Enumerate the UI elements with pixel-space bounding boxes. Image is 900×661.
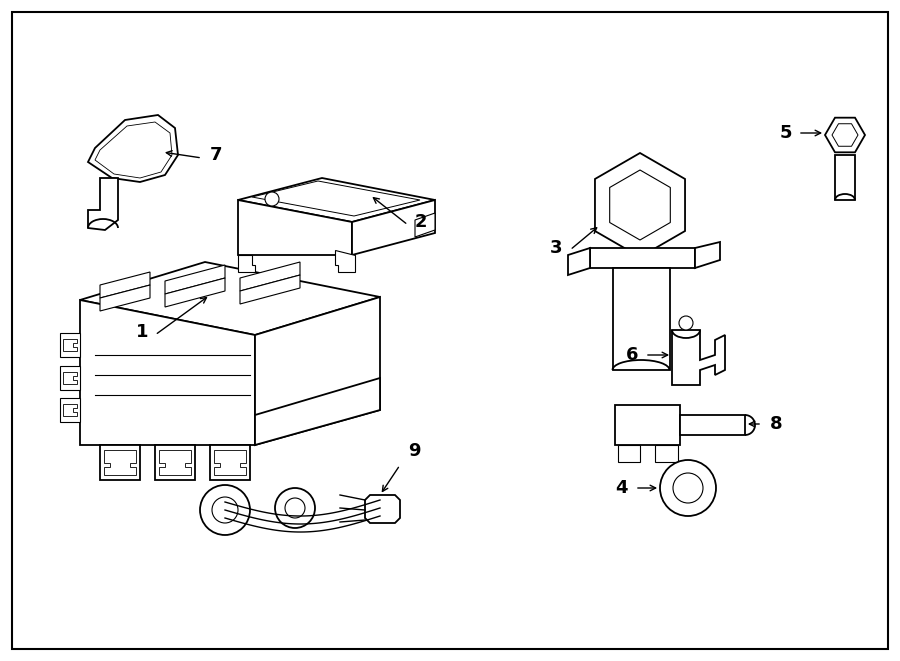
- Polygon shape: [88, 178, 118, 230]
- Polygon shape: [618, 445, 640, 462]
- Circle shape: [275, 488, 315, 528]
- Polygon shape: [609, 170, 670, 240]
- Circle shape: [212, 497, 238, 523]
- Polygon shape: [60, 333, 80, 357]
- Polygon shape: [63, 339, 77, 351]
- Polygon shape: [63, 372, 77, 384]
- Polygon shape: [100, 272, 150, 298]
- Polygon shape: [100, 445, 140, 480]
- Text: 3: 3: [550, 239, 562, 257]
- Polygon shape: [672, 330, 725, 385]
- Polygon shape: [415, 213, 435, 237]
- Text: 2: 2: [415, 213, 428, 231]
- Polygon shape: [240, 275, 300, 304]
- Polygon shape: [88, 115, 178, 182]
- Text: 1: 1: [136, 323, 148, 341]
- Polygon shape: [615, 405, 680, 445]
- Text: 4: 4: [616, 479, 628, 497]
- Text: 6: 6: [626, 346, 638, 364]
- Polygon shape: [695, 242, 720, 268]
- Polygon shape: [80, 300, 255, 445]
- Polygon shape: [60, 398, 80, 422]
- Circle shape: [285, 498, 305, 518]
- Polygon shape: [165, 265, 225, 294]
- Circle shape: [200, 485, 250, 535]
- Polygon shape: [352, 200, 435, 255]
- Polygon shape: [95, 122, 172, 178]
- Polygon shape: [590, 248, 695, 268]
- Polygon shape: [613, 268, 670, 370]
- Circle shape: [265, 192, 279, 206]
- Polygon shape: [60, 366, 80, 390]
- Circle shape: [660, 460, 716, 516]
- Polygon shape: [63, 404, 77, 416]
- Text: 9: 9: [408, 442, 420, 460]
- Circle shape: [679, 316, 693, 330]
- Polygon shape: [159, 450, 191, 475]
- Polygon shape: [165, 278, 225, 307]
- Polygon shape: [252, 181, 420, 216]
- Polygon shape: [238, 178, 435, 222]
- Polygon shape: [255, 297, 380, 445]
- Polygon shape: [238, 200, 352, 255]
- Polygon shape: [238, 255, 255, 272]
- Polygon shape: [255, 378, 380, 445]
- Text: 8: 8: [770, 415, 783, 433]
- Polygon shape: [568, 248, 590, 275]
- Circle shape: [673, 473, 703, 503]
- Polygon shape: [680, 415, 745, 435]
- Polygon shape: [832, 124, 858, 146]
- Polygon shape: [365, 495, 400, 523]
- Polygon shape: [240, 262, 300, 291]
- Polygon shape: [104, 450, 136, 475]
- Polygon shape: [214, 450, 246, 475]
- Text: 5: 5: [779, 124, 792, 142]
- Polygon shape: [80, 262, 380, 335]
- Polygon shape: [335, 250, 355, 272]
- Polygon shape: [825, 118, 865, 152]
- Polygon shape: [100, 285, 150, 311]
- Polygon shape: [155, 445, 195, 480]
- Polygon shape: [835, 155, 855, 200]
- Polygon shape: [655, 445, 678, 462]
- Polygon shape: [210, 445, 250, 480]
- Text: 7: 7: [210, 146, 222, 164]
- Polygon shape: [595, 153, 685, 257]
